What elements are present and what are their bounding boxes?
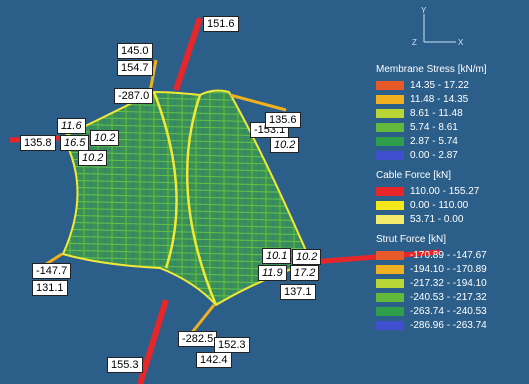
value-label: 10.1 [262,248,292,264]
value-label: 145.0 [117,43,153,59]
value-label: 152.3 [214,337,250,353]
value-label: 11.9 [258,265,287,281]
value-label: 155.3 [107,357,143,373]
value-label: 154.7 [117,60,153,76]
strut-top [148,59,158,93]
legend-row: -263.74 - -240.53 [376,304,528,318]
value-label: -282.5 [178,331,218,347]
legend-range-label: -263.74 - -240.53 [410,305,487,317]
legend-swatch [376,320,404,330]
legend-row: -170.89 - -147.67 [376,248,528,262]
value-label: 10.2 [78,150,108,166]
mesh-line [63,298,311,305]
stay-cable-top [173,17,203,91]
mesh-line [63,200,311,208]
legend-swatch [376,186,404,196]
value-label: 131.1 [32,280,68,296]
strut-right [229,93,287,112]
strut-bottom [188,304,216,336]
legend-row: -240.53 - -217.32 [376,290,528,304]
legend-range-label: 53.71 - 0.00 [410,213,464,225]
legend-range-label: -170.89 - -147.67 [410,249,487,261]
legend-range-label: 110.00 - 155.27 [410,185,480,197]
legend-swatch [376,200,404,210]
legend-row: 53.71 - 0.00 [376,212,528,226]
legend-range-label: 8.61 - 11.48 [410,107,463,119]
value-label: 10.2 [292,249,322,265]
legend-swatch [376,264,404,274]
mesh-line [63,235,311,243]
mesh-line [63,214,311,222]
axis-label-x: X [458,38,464,47]
value-label: 135.6 [265,112,301,128]
legend-swatch [376,250,404,260]
mesh-line [63,284,311,292]
axis-label-z: Z [412,38,417,47]
mesh-line [56,306,318,312]
legend-row: -286.96 - -263.74 [376,318,528,332]
arch-cable-left [152,91,178,269]
legend-title-cable: Cable Force [kN] [376,170,452,181]
legend-swatch [376,278,404,288]
legend-range-label: 2.87 - 5.74 [410,135,458,147]
legend-swatch [376,292,404,302]
legend-row: 14.35 - 17.22 [376,78,528,92]
legend-row: 110.00 - 155.27 [376,184,528,198]
legend-range-label: 11.48 - 14.35 [410,93,469,105]
axis-label-y: Y [421,6,427,15]
value-label: 16.5 [60,135,90,151]
legend-range-label: -286.96 - -263.74 [410,319,487,331]
legend-row: 0.00 - 110.00 [376,198,528,212]
axes-icon [423,14,456,43]
value-label: -287.0 [114,88,154,104]
value-label: 17.2 [290,265,320,281]
mesh-line [63,228,311,236]
legend-range-label: 0.00 - 2.87 [410,149,458,161]
legend-row: 11.48 - 14.35 [376,92,528,106]
legend-swatch [376,94,404,104]
legend-swatch [376,306,404,316]
legend-range-label: -240.53 - -217.32 [410,291,487,303]
legend-swatch [376,214,404,224]
value-label: 10.2 [90,130,120,146]
stay-cable-bottom [137,299,169,384]
legend-cable-list: 110.00 - 155.27 0.00 - 110.00 53.71 - 0.00 [376,184,528,226]
legend-swatch [376,80,404,90]
value-label: -147.7 [32,263,72,279]
legend-range-label: -194.10 - -170.89 [410,263,487,275]
arch-cable-right [185,94,218,306]
legend-range-label: -217.32 - -194.10 [410,277,487,289]
legend-title-membrane: Membrane Stress [kN/m] [376,64,487,75]
mesh-line [63,207,311,215]
value-label: 135.8 [20,135,56,151]
value-label: 151.6 [203,16,239,32]
legend-swatch [376,122,404,132]
legend-row: 0.00 - 2.87 [376,148,528,162]
legend-row: -217.32 - -194.10 [376,276,528,290]
legend-row: 8.61 - 11.48 [376,106,528,120]
mesh-line [63,291,311,299]
legend-membrane-list: 14.35 - 17.22 11.48 - 14.35 8.61 - 11.48 5.… [376,78,528,162]
legend-strut-list: -170.89 - -147.67 -194.10 - -170.89 -217.3… [376,248,528,332]
legend-swatch [376,150,404,160]
axes-indicator: Y Z X [412,6,472,54]
legend-swatch [376,136,404,146]
mesh-line [56,82,318,88]
legend-row: 2.87 - 5.74 [376,134,528,148]
legend-title-strut: Strut Force [kN] [376,234,447,245]
legend-swatch [376,108,404,118]
mesh-line [63,221,311,229]
value-label: 142.4 [196,352,232,368]
value-label: 137.1 [280,284,316,300]
value-label: 10.2 [270,137,300,153]
legend-range-label: 14.35 - 17.22 [410,79,469,91]
value-label: 11.6 [57,118,86,134]
legend-range-label: 0.00 - 110.00 [410,199,469,211]
legend-range-label: 5.74 - 8.61 [410,121,458,133]
legend-row: 5.74 - 8.61 [376,120,528,134]
legend: Membrane Stress [kN/m] 14.35 - 17.22 11.4… [376,60,528,332]
legend-row: -194.10 - -170.89 [376,262,528,276]
